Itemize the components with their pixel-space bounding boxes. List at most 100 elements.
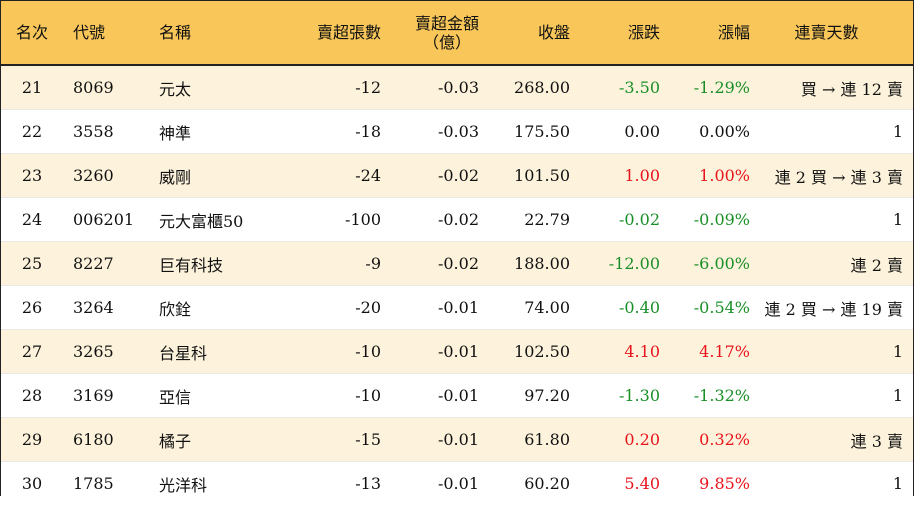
cell-streak: 1: [750, 374, 913, 418]
header-sell-sheets: 賣超張數: [279, 1, 381, 65]
cell-sell-sheets: -20: [279, 286, 381, 330]
cell-streak: 1: [750, 110, 913, 154]
cell-close: 175.50: [479, 110, 570, 154]
cell-name: 神準: [151, 110, 279, 154]
header-close: 收盤: [479, 1, 570, 65]
cell-change-pct: 9.85%: [660, 462, 750, 505]
cell-change-pct: -1.32%: [660, 374, 750, 418]
cell-change-pct: 1.00%: [660, 154, 750, 198]
cell-name: 威剛: [151, 154, 279, 198]
cell-streak: 1: [750, 198, 913, 242]
cell-sell-amount: -0.01: [381, 374, 479, 418]
cell-sell-amount: -0.02: [381, 198, 479, 242]
cell-change-pct: 0.32%: [660, 418, 750, 462]
cell-name: 台星科: [151, 330, 279, 374]
cell-change: 0.00: [570, 110, 660, 154]
header-change: 漲跌: [570, 1, 660, 65]
cell-sell-amount: -0.03: [381, 65, 479, 110]
cell-change: 0.20: [570, 418, 660, 462]
cell-change: 5.40: [570, 462, 660, 505]
header-sell-amount: 賣超金額 （億）: [381, 1, 479, 65]
cell-close: 268.00: [479, 65, 570, 110]
cell-code: 006201: [63, 198, 151, 242]
header-rank: 名次: [1, 1, 63, 65]
cell-name: 橘子: [151, 418, 279, 462]
cell-change: 4.10: [570, 330, 660, 374]
cell-close: 102.50: [479, 330, 570, 374]
cell-sell-sheets: -9: [279, 242, 381, 286]
header-name: 名稱: [151, 1, 279, 65]
cell-close: 188.00: [479, 242, 570, 286]
cell-rank: 23: [1, 154, 63, 198]
header-streak: 連賣天數: [750, 1, 913, 65]
cell-streak: 1: [750, 462, 913, 505]
cell-rank: 26: [1, 286, 63, 330]
cell-change: -12.00: [570, 242, 660, 286]
cell-change-pct: -1.29%: [660, 65, 750, 110]
cell-streak: 連 2 買 → 連 3 賣: [750, 154, 913, 198]
cell-change: -3.50: [570, 65, 660, 110]
cell-change-pct: 4.17%: [660, 330, 750, 374]
cell-name: 欣銓: [151, 286, 279, 330]
cell-code: 3169: [63, 374, 151, 418]
cell-close: 60.20: [479, 462, 570, 505]
cell-sell-sheets: -10: [279, 330, 381, 374]
cell-sell-sheets: -15: [279, 418, 381, 462]
cell-change: 1.00: [570, 154, 660, 198]
cell-sell-amount: -0.03: [381, 110, 479, 154]
cell-change-pct: -0.54%: [660, 286, 750, 330]
cell-rank: 25: [1, 242, 63, 286]
cell-rank: 22: [1, 110, 63, 154]
cell-close: 97.20: [479, 374, 570, 418]
cell-change-pct: -6.00%: [660, 242, 750, 286]
cell-sell-sheets: -13: [279, 462, 381, 505]
cell-code: 3265: [63, 330, 151, 374]
cell-sell-amount: -0.02: [381, 242, 479, 286]
cell-code: 1785: [63, 462, 151, 505]
cell-change: -1.30: [570, 374, 660, 418]
cell-sell-sheets: -18: [279, 110, 381, 154]
cell-streak: 連 2 賣: [750, 242, 913, 286]
header-sell-amount-line2: （億）: [423, 33, 471, 52]
cell-close: 101.50: [479, 154, 570, 198]
cell-name: 巨有科技: [151, 242, 279, 286]
cell-code: 3264: [63, 286, 151, 330]
cell-rank: 28: [1, 374, 63, 418]
cell-sell-sheets: -12: [279, 65, 381, 110]
cell-code: 3260: [63, 154, 151, 198]
cell-name: 元太: [151, 65, 279, 110]
cell-close: 61.80: [479, 418, 570, 462]
cell-name: 元大富櫃50: [151, 198, 279, 242]
header-sell-amount-label: 賣超金額 （億）: [415, 14, 479, 52]
cell-code: 3558: [63, 110, 151, 154]
cell-sell-amount: -0.02: [381, 154, 479, 198]
table-header-row: 名次 代號 名稱 賣超張數 賣超金額 （億） 收盤 漲跌 漲幅 連賣天數: [1, 1, 913, 65]
cell-sell-sheets: -24: [279, 154, 381, 198]
header-code: 代號: [63, 1, 151, 65]
cell-rank: 21: [1, 65, 63, 110]
cell-streak: 連 2 買 → 連 19 賣: [750, 286, 913, 330]
cell-rank: 24: [1, 198, 63, 242]
cell-sell-amount: -0.01: [381, 330, 479, 374]
cell-rank: 29: [1, 418, 63, 462]
cell-rank: 30: [1, 462, 63, 505]
cell-streak: 連 3 賣: [750, 418, 913, 462]
cell-change: -0.02: [570, 198, 660, 242]
header-change-pct: 漲幅: [660, 1, 750, 65]
cell-sell-sheets: -10: [279, 374, 381, 418]
cell-sell-amount: -0.01: [381, 286, 479, 330]
cell-name: 光洋科: [151, 462, 279, 505]
cell-code: 8069: [63, 65, 151, 110]
cell-close: 74.00: [479, 286, 570, 330]
cell-close: 22.79: [479, 198, 570, 242]
cell-sell-amount: -0.01: [381, 462, 479, 505]
